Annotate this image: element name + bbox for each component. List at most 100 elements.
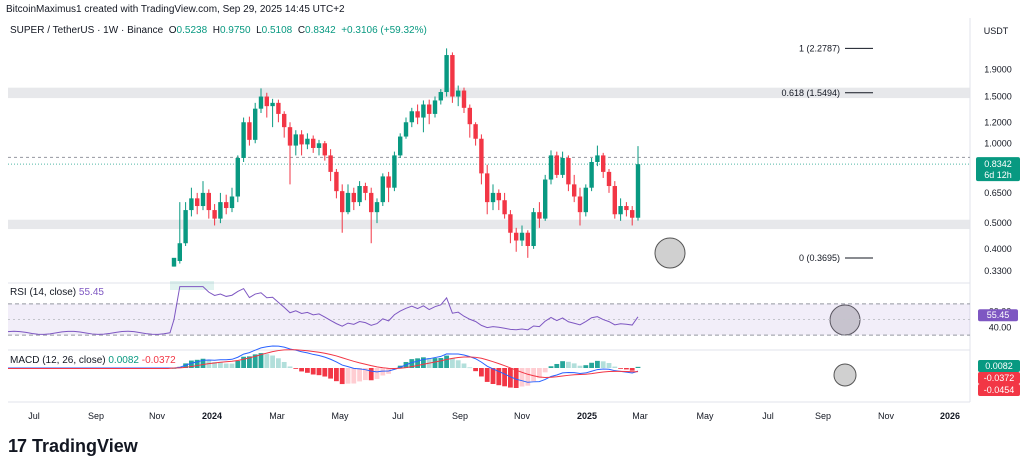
macd-histogram-bar	[571, 363, 577, 368]
candle-body	[485, 173, 490, 203]
candle-body	[403, 122, 409, 137]
candle-body	[206, 192, 211, 211]
price-tick: 1.5000	[984, 92, 1012, 102]
last-price-badge	[976, 157, 1020, 182]
macd-histogram-bar	[490, 368, 496, 385]
candle-body	[235, 157, 240, 197]
candle-body	[612, 186, 617, 215]
candle-body	[328, 155, 333, 172]
candle-body	[577, 196, 583, 213]
macd-histogram-bar	[305, 368, 310, 373]
rsi-tick: 40.00	[989, 322, 1012, 332]
macd-histogram-bar	[508, 368, 513, 388]
candle-body	[218, 202, 223, 219]
macd-histogram-bar	[566, 361, 571, 368]
price-tick: 0.6500	[984, 188, 1012, 198]
candle-body	[427, 104, 432, 114]
candle-body	[322, 143, 327, 156]
macd-legend: MACD (12, 26, close) 0.0082 -0.0372	[10, 355, 176, 366]
macd-histogram-bar	[299, 368, 304, 372]
macd-value: 0.0082	[108, 355, 139, 366]
macd-histogram-bar	[276, 358, 281, 368]
time-label: Sep	[452, 411, 468, 421]
candle-body	[473, 124, 478, 139]
candle-body	[316, 143, 322, 148]
candle-body	[415, 111, 420, 118]
candle-body	[345, 192, 351, 213]
macd-histogram-bar	[281, 361, 287, 368]
price-tick: 1.9000	[984, 64, 1012, 74]
macd-histogram-bar	[339, 368, 345, 385]
candle-body	[258, 96, 264, 109]
low-label: L	[256, 25, 262, 36]
macd-histogram-bar	[624, 368, 629, 370]
macd-histogram-bar	[374, 368, 380, 379]
candle-body	[502, 200, 507, 215]
macd-histogram-bar	[548, 366, 554, 368]
candle-body	[334, 171, 339, 192]
candle-body	[374, 202, 380, 213]
macd-pane: 0.0082-0.0372-0.0454	[8, 345, 1020, 396]
candle-body	[409, 111, 414, 123]
macd-histogram-bar	[438, 358, 444, 368]
candle-body	[606, 171, 612, 187]
macd-histogram-bar	[235, 360, 241, 368]
time-label: Jul	[392, 411, 404, 421]
candle-body	[287, 127, 293, 146]
macd-histogram-bar	[316, 368, 322, 376]
fibonacci-levels: 1 (2.2787) 0.618 (1.5494) 0 (0.3695)	[781, 43, 873, 263]
close-label: C	[297, 25, 306, 36]
macd-histogram-bar	[531, 368, 536, 382]
candle-body	[195, 198, 200, 207]
brand-name: TradingView	[32, 436, 138, 456]
open-label: O	[168, 25, 177, 36]
rsi-overbought-fill	[170, 281, 214, 290]
currency-label: USDT	[984, 26, 1009, 36]
candle-body	[392, 155, 397, 188]
candle-body	[543, 179, 548, 219]
candle-body	[293, 134, 298, 146]
macd-histogram-bar	[351, 368, 357, 384]
candle-body	[305, 138, 310, 145]
macd-histogram-bar	[194, 359, 200, 368]
time-label: Mar	[269, 411, 285, 421]
candle-body	[490, 192, 496, 203]
macd-histogram-bar	[502, 368, 507, 387]
low-value: 0.5108	[261, 25, 293, 36]
grid	[8, 18, 971, 403]
time-label: Mar	[632, 411, 648, 421]
fib-label: 0.618 (1.5494)	[781, 88, 840, 98]
candle-body	[212, 210, 217, 219]
candle-body	[456, 90, 461, 97]
candle-body	[282, 113, 287, 128]
candle-body	[421, 104, 426, 118]
candle-body	[548, 155, 554, 180]
macd-histogram-bar	[252, 354, 258, 368]
candle-body	[229, 196, 235, 209]
candle-body	[177, 243, 182, 261]
macd-histogram-bar	[218, 362, 223, 368]
candle-body	[171, 257, 177, 267]
candle-body	[357, 186, 362, 203]
time-label: Sep	[88, 411, 104, 421]
change-value: +0.3106 (+59.32%)	[341, 25, 427, 36]
macd-histogram-bar	[525, 368, 531, 386]
candle-body	[241, 122, 246, 158]
candle-body	[363, 186, 368, 193]
rsi-legend: RSI (14, close) 55.45	[10, 287, 104, 298]
candle-body	[601, 155, 606, 172]
highlight-circle-macd	[833, 363, 857, 387]
last-price-label: 0.8342	[984, 159, 1012, 169]
candle-body	[200, 192, 206, 207]
candle-body	[595, 155, 600, 162]
candle-body	[224, 202, 229, 209]
candle-body	[525, 232, 530, 247]
macd-histogram-bar	[264, 354, 270, 368]
candle-body	[589, 161, 594, 188]
macd-histogram-bar	[415, 358, 420, 368]
macd-histogram-bar	[577, 365, 583, 368]
time-label: 2026	[940, 411, 960, 421]
macd-histogram-bar	[328, 368, 333, 379]
